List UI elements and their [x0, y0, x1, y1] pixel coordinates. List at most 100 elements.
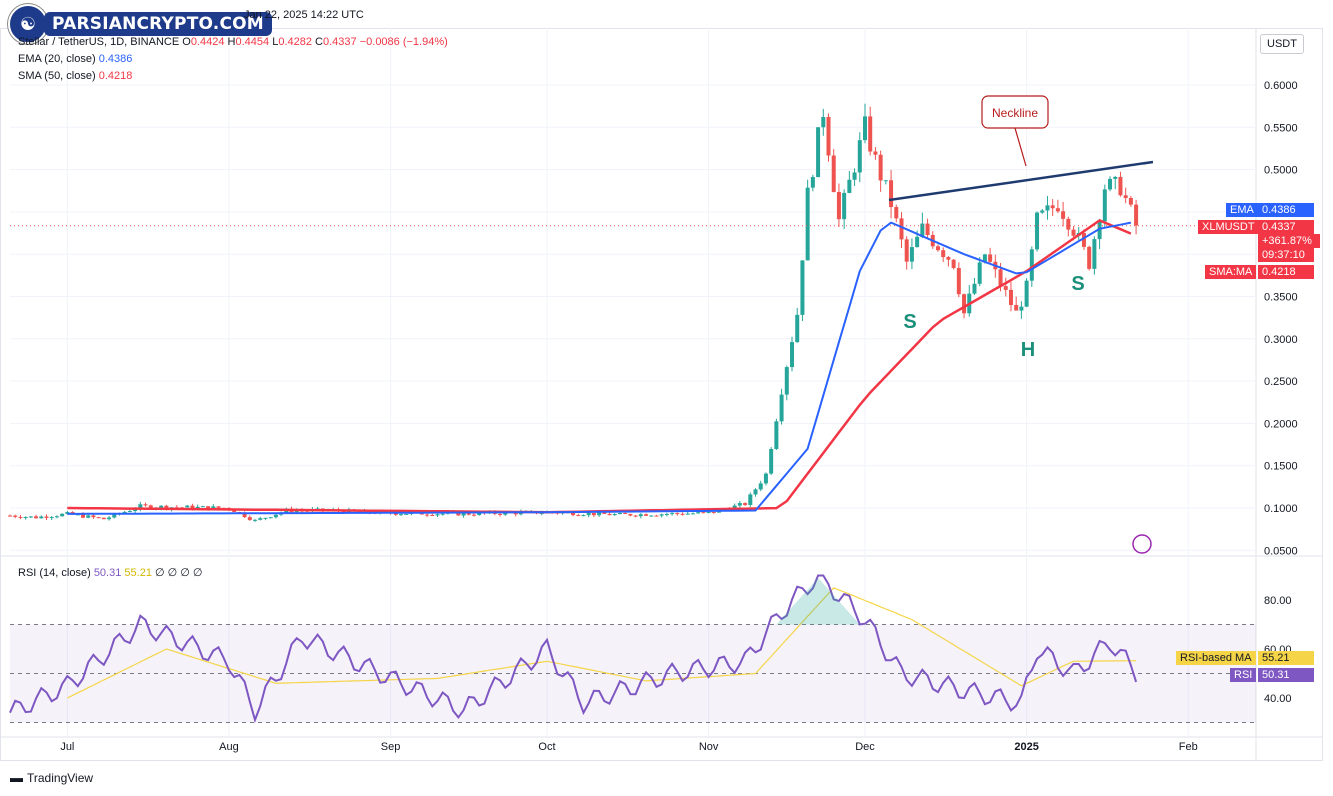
ema-legend[interactable]: EMA (20, close) 0.4386 [18, 52, 132, 66]
candle-body [696, 512, 701, 514]
rsi-tag-value: 50.31 [1258, 668, 1314, 682]
candle-body [195, 506, 200, 509]
candle-body [628, 513, 633, 516]
candle-body [894, 207, 899, 219]
countdown-tag: 09:37:10 [1258, 248, 1314, 262]
candle-body [435, 514, 440, 516]
low-label: L [272, 36, 279, 48]
footer-brand[interactable]: ▬ TradingView [10, 770, 93, 785]
candle-body [633, 515, 638, 517]
candle-body [8, 515, 12, 517]
candle-body [1097, 221, 1102, 240]
candle-body [1061, 211, 1066, 219]
candle-body [941, 250, 946, 258]
candle-body [39, 516, 44, 519]
candle-body [763, 473, 768, 484]
candle-body [904, 239, 909, 262]
candle-body [1003, 286, 1008, 290]
candle-body [133, 509, 138, 512]
candle-body [1008, 289, 1013, 306]
candle-body [466, 513, 471, 515]
candle-body [1128, 198, 1133, 205]
rsi-extra: ∅ ∅ ∅ ∅ [155, 567, 203, 579]
price-tick-label: 0.2000 [1264, 418, 1298, 430]
candle-body [612, 514, 617, 516]
candle-body [1024, 280, 1029, 307]
candle-body [127, 511, 132, 513]
indicator-lines [10, 218, 1256, 515]
candle-body [1134, 204, 1139, 226]
candle-body [1029, 249, 1034, 281]
ema-tag-value: 0.4386 [1258, 203, 1314, 217]
ema-label: EMA (20, close) [18, 53, 96, 65]
candle-body [60, 513, 65, 517]
candle-body [164, 505, 169, 510]
sma50-line [67, 218, 1132, 514]
candle-body [107, 517, 112, 520]
sma-legend[interactable]: SMA (50, close) 0.4218 [18, 69, 132, 83]
candle-body [294, 510, 299, 513]
candle-body [998, 269, 1003, 287]
candle-body [617, 513, 622, 515]
rsi-tick-label: 40.00 [1264, 693, 1292, 705]
candle-body [753, 489, 758, 495]
candle-body [571, 512, 576, 516]
candle-body [206, 506, 211, 510]
ema20-line [67, 221, 1132, 515]
candle-body [873, 151, 878, 155]
price-tick-label: 0.1500 [1264, 461, 1298, 473]
candle-body [951, 259, 956, 268]
lightning-icon [1132, 534, 1152, 554]
candle-body [263, 517, 268, 519]
candle-body [1055, 208, 1060, 212]
symbol-legend[interactable]: Stellar / TetherUS, 1D, BINANCE O0.4424 … [18, 35, 448, 49]
candle-body [795, 314, 800, 343]
candle-body [1050, 205, 1055, 209]
candle-body [91, 515, 96, 518]
symbol-tag-value: 0.4337 [1258, 220, 1314, 234]
candle-body [649, 515, 654, 517]
candle-body [831, 155, 836, 193]
price-tick-label: 0.5500 [1264, 122, 1298, 134]
candle-body [539, 512, 544, 514]
candle-body [1092, 239, 1097, 269]
candle-body [190, 505, 195, 509]
rsi-tick-label: 80.00 [1264, 595, 1292, 607]
candle-body [159, 505, 164, 508]
candle-body [1118, 176, 1123, 196]
candle-body [602, 512, 607, 514]
candles [8, 103, 1139, 523]
candle-body [477, 512, 482, 516]
candle-body [982, 254, 987, 263]
candle-body [878, 154, 883, 181]
candle-body [925, 223, 930, 236]
candle-body [258, 518, 263, 520]
candle-body [101, 517, 106, 520]
candle-body [13, 515, 18, 517]
candle-body [1066, 218, 1071, 230]
currency-selector[interactable]: USDT [1260, 34, 1304, 54]
sma-label: SMA (50, close) [18, 70, 96, 82]
candle-body [962, 294, 967, 314]
candle-body [591, 513, 596, 516]
logo-text: PARSIANCRYPTO.COM [44, 12, 272, 36]
candle-body [915, 236, 920, 248]
open-value: 0.4424 [190, 36, 225, 48]
candle-body [737, 503, 742, 506]
rsi-ma-tag-value: 55.21 [1258, 651, 1314, 665]
candle-body [659, 514, 664, 516]
high-value: 0.4454 [235, 36, 270, 48]
candle-body [143, 504, 148, 506]
candle-body [597, 512, 602, 516]
rsi-line [9, 574, 1138, 724]
candle-body [273, 514, 278, 518]
candle-body [988, 254, 993, 262]
neckline-line [888, 160, 1154, 202]
candle-body [200, 506, 205, 508]
candle-body [1087, 246, 1092, 269]
tradingview-label: TradingView [27, 770, 94, 785]
candle-body [148, 505, 153, 509]
rsi-legend[interactable]: RSI (14, close) 50.31 55.21 ∅ ∅ ∅ ∅ [18, 566, 203, 580]
candle-body [706, 512, 711, 514]
